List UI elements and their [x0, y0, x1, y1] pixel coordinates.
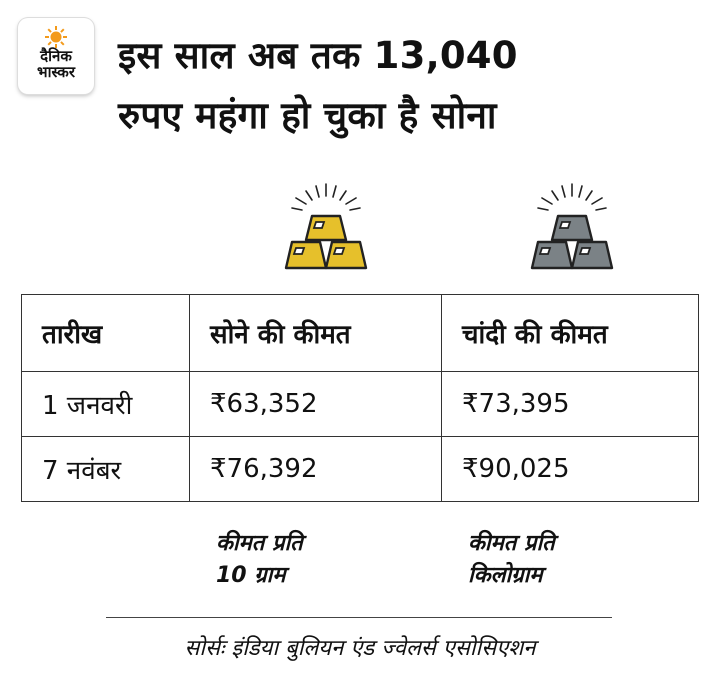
header-gold-price: सोने की कीमत	[189, 294, 442, 372]
source-credit: सोर्सः इंडिया बुलियन एंड ज्वेलर्स एसोसिए…	[184, 636, 536, 661]
silver-bars-icon	[530, 183, 614, 270]
cell-silver-price: ₹90,025	[441, 436, 699, 502]
cell-gold-price: ₹63,352	[189, 371, 442, 437]
gold-note-line1: कीमत प्रति	[216, 531, 303, 556]
gold-unit-note: कीमत प्रति 10 ग्राम	[216, 528, 303, 592]
table-row: 1 जनवरी ₹63,352 ₹73,395	[21, 371, 699, 437]
table-row: 7 नवंबर ₹76,392 ₹90,025	[21, 436, 699, 502]
logo-line1: दैनिक	[40, 47, 72, 65]
silver-note-line1: कीमत प्रति	[468, 531, 555, 556]
divider	[106, 617, 612, 618]
gold-bars-icon	[284, 183, 368, 270]
logo: दैनिक भास्कर	[18, 18, 94, 94]
silver-note-line2: किलोग्राम	[468, 563, 543, 588]
silver-unit-note: कीमत प्रति किलोग्राम	[468, 528, 555, 592]
cell-gold-price: ₹76,392	[189, 436, 442, 502]
headline-line2: रुपए महंगा हो चुका है सोना	[118, 94, 497, 137]
cell-silver-price: ₹73,395	[441, 371, 699, 437]
headline-line1: इस साल अब तक 13,040	[118, 34, 518, 77]
cell-date: 1 जनवरी	[21, 371, 190, 437]
cell-date: 7 नवंबर	[21, 436, 190, 502]
table-header-row: तारीख सोने की कीमत चांदी की कीमत	[21, 294, 699, 372]
headline: इस साल अब तक 13,040 रुपए महंगा हो चुका ह…	[118, 26, 708, 146]
gold-note-line2: 10 ग्राम	[216, 563, 286, 588]
price-table: तारीख सोने की कीमत चांदी की कीमत 1 जनवरी…	[21, 294, 699, 502]
header-silver-price: चांदी की कीमत	[441, 294, 699, 372]
sun-icon	[45, 26, 67, 48]
header-date: तारीख	[21, 294, 190, 372]
logo-line2: भास्कर	[37, 63, 75, 81]
